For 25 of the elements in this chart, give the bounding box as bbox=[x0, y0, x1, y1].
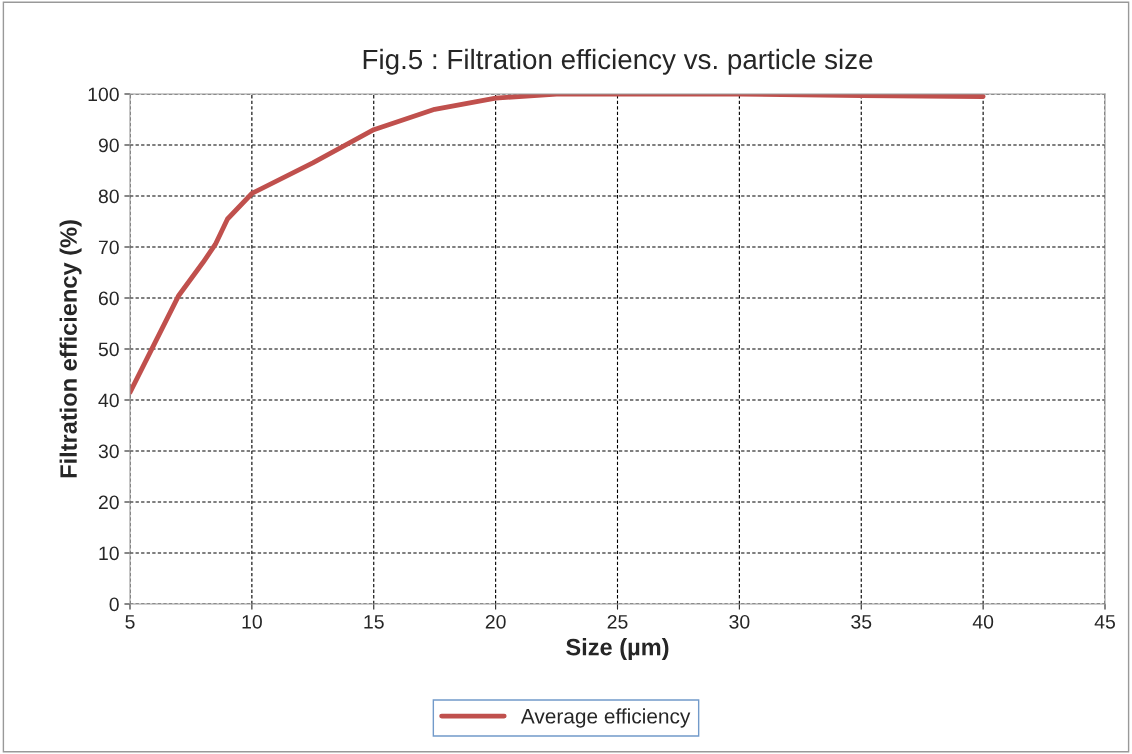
y-tick-label: 30 bbox=[98, 444, 119, 459]
legend-label: Average efficiency bbox=[520, 708, 691, 728]
y-tick-label: 100 bbox=[88, 87, 119, 102]
line-series bbox=[130, 94, 986, 395]
y-tick-label: 50 bbox=[98, 342, 119, 357]
y-tick-label: 40 bbox=[98, 393, 119, 408]
x-tick-label: 5 bbox=[125, 615, 135, 629]
chart-title: Fig.5 : Filtration efficiency vs. particle size bbox=[363, 48, 873, 75]
y-tick-label: 0 bbox=[109, 597, 119, 612]
x-tick-label: 35 bbox=[851, 614, 872, 629]
y-tick-label: 80 bbox=[98, 189, 119, 204]
x-tick-label: 20 bbox=[485, 614, 506, 629]
x-axis-title: Size (µm) bbox=[566, 638, 669, 661]
x-tick-label: 30 bbox=[729, 614, 750, 629]
y-tick-label: 60 bbox=[98, 291, 119, 306]
x-tick-label: 10 bbox=[242, 614, 262, 629]
y-tick-label: 20 bbox=[98, 495, 119, 510]
x-tick-label: 15 bbox=[364, 615, 384, 629]
y-tick-label: 90 bbox=[98, 138, 119, 153]
x-tick-label: 40 bbox=[972, 614, 994, 629]
x-tick-label: 45 bbox=[1094, 615, 1115, 629]
y-tick-label: 10 bbox=[99, 546, 119, 561]
y-tick-label: 70 bbox=[98, 240, 119, 255]
y-axis-title: Filtration efficiency (%) bbox=[59, 220, 82, 478]
x-tick-label: 25 bbox=[607, 614, 628, 629]
